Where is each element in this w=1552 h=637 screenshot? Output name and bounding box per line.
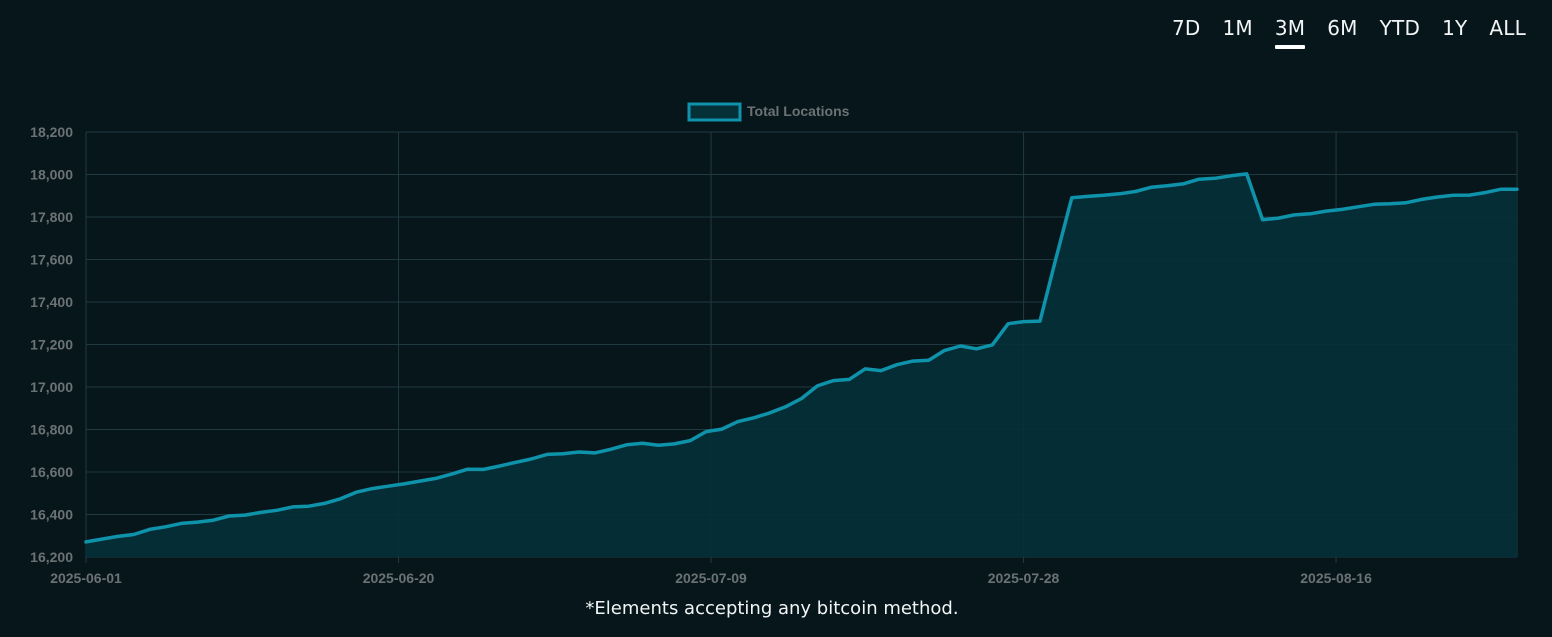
chart-legend[interactable]: Total Locations [687,102,850,122]
series-area-fill [86,173,1517,557]
y-tick-label: 18,200 [30,124,73,140]
y-axis-ticks: 16,200 16,400 16,600 16,800 17,000 17,200 17,4… [30,124,73,565]
x-tick-label: 2025-08-16 [1300,570,1372,586]
y-tick-label: 17,400 [30,294,73,310]
range-tab-3m[interactable]: 3M [1264,14,1316,50]
series-line-total-locations [84,172,1519,544]
y-tick-label: 17,200 [30,337,73,353]
legend-swatch-total-locations[interactable] [687,102,742,122]
time-range-selector: 7D 1M 3M 6M YTD 1Y ALL [1161,14,1526,50]
range-tab-7d[interactable]: 7D [1171,16,1201,40]
x-tick-label: 2025-07-09 [675,570,747,586]
y-tick-label: 17,600 [30,252,73,268]
range-tab-ytd[interactable]: YTD [1379,16,1421,40]
y-tick-label: 16,800 [30,422,73,438]
x-axis-ticks: 2025-06-01 2025-06-20 2025-07-09 2025-07-28… [50,570,1372,586]
chart-footnote: *Elements accepting any bitcoin method. [585,598,959,619]
y-tick-label: 17,000 [30,379,73,395]
y-tick-label: 16,200 [30,549,73,565]
range-tab-all[interactable]: ALL [1489,16,1526,40]
y-tick-label: 16,600 [30,464,73,480]
legend-label-total-locations[interactable]: Total Locations [747,103,850,119]
y-tick-label: 18,000 [30,167,73,183]
range-tab-1m[interactable]: 1M [1222,16,1253,40]
range-tab-6m[interactable]: 6M [1327,16,1358,40]
y-tick-label: 17,800 [30,209,73,225]
x-tick-label: 2025-06-20 [363,570,435,586]
x-tick-label: 2025-07-28 [988,570,1060,586]
x-tick-label: 2025-06-01 [50,570,122,586]
range-tab-1y[interactable]: 1Y [1442,16,1468,40]
y-tick-label: 16,400 [30,507,73,523]
